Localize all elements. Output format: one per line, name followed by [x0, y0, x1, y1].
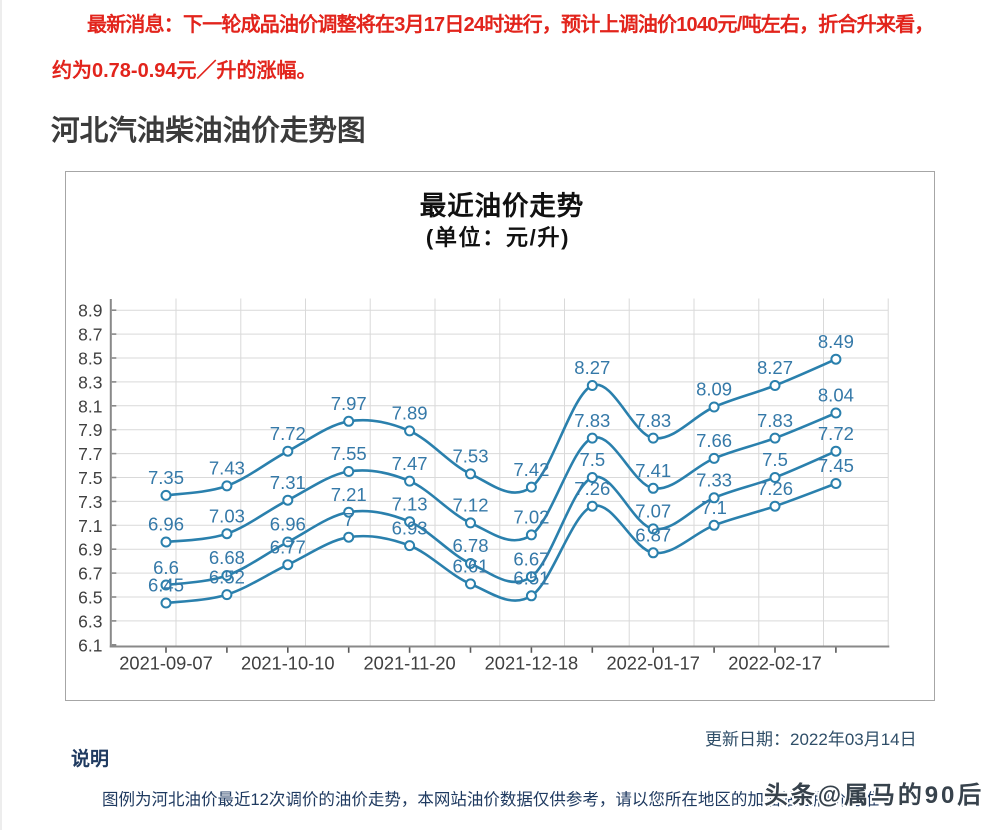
- svg-text:8.7: 8.7: [78, 325, 102, 345]
- svg-text:7.83: 7.83: [635, 410, 671, 431]
- svg-text:8.04: 8.04: [818, 385, 854, 406]
- svg-text:8.9: 8.9: [78, 301, 102, 321]
- svg-text:7.21: 7.21: [331, 484, 367, 505]
- svg-text:7.26: 7.26: [574, 478, 610, 499]
- svg-text:6.52: 6.52: [209, 566, 245, 587]
- svg-text:7.43: 7.43: [209, 458, 245, 479]
- svg-text:7.72: 7.72: [270, 423, 306, 444]
- svg-text:8.27: 8.27: [757, 357, 793, 378]
- svg-text:2021-09-07: 2021-09-07: [119, 653, 213, 674]
- svg-text:2021-10-10: 2021-10-10: [241, 653, 335, 674]
- svg-text:6.77: 6.77: [270, 536, 306, 557]
- svg-text:6.61: 6.61: [452, 556, 488, 577]
- svg-text:7.53: 7.53: [452, 446, 488, 467]
- svg-text:7.41: 7.41: [635, 460, 671, 481]
- svg-text:8.5: 8.5: [78, 349, 102, 369]
- svg-text:6.9: 6.9: [78, 540, 102, 560]
- svg-text:7.12: 7.12: [452, 495, 488, 516]
- svg-text:2021-11-20: 2021-11-20: [364, 653, 456, 674]
- svg-text:6.1: 6.1: [78, 635, 102, 655]
- svg-text:7.5: 7.5: [762, 449, 788, 470]
- svg-text:2022-02-17: 2022-02-17: [728, 653, 822, 674]
- svg-text:8.49: 8.49: [818, 331, 854, 352]
- svg-text:6.51: 6.51: [513, 568, 549, 589]
- svg-text:7.5: 7.5: [78, 468, 102, 488]
- svg-text:7.97: 7.97: [331, 393, 367, 414]
- svg-text:2022-01-17: 2022-01-17: [606, 653, 700, 674]
- svg-text:6.7: 6.7: [78, 564, 102, 584]
- svg-text:7.02: 7.02: [513, 507, 549, 528]
- svg-text:7.89: 7.89: [392, 403, 428, 424]
- svg-text:8.27: 8.27: [574, 357, 610, 378]
- svg-text:7.1: 7.1: [701, 497, 727, 518]
- svg-text:6.67: 6.67: [513, 548, 549, 569]
- svg-text:6.96: 6.96: [270, 514, 306, 535]
- svg-text:7.26: 7.26: [757, 478, 793, 499]
- svg-text:8.09: 8.09: [696, 379, 732, 400]
- svg-text:7.13: 7.13: [392, 493, 428, 514]
- svg-text:6.5: 6.5: [78, 588, 102, 608]
- svg-text:6.87: 6.87: [635, 525, 671, 546]
- svg-text:7.35: 7.35: [148, 467, 184, 488]
- svg-text:7.45: 7.45: [818, 455, 854, 476]
- svg-text:7.33: 7.33: [696, 470, 732, 491]
- svg-text:7: 7: [344, 509, 354, 530]
- svg-text:头条@属马的90后: 头条@属马的90后: [764, 781, 984, 809]
- svg-text:7.72: 7.72: [818, 423, 854, 444]
- svg-text:7.55: 7.55: [331, 443, 367, 464]
- svg-text:7.7: 7.7: [78, 444, 102, 464]
- svg-text:7.3: 7.3: [78, 492, 102, 512]
- svg-text:6.93: 6.93: [392, 517, 428, 538]
- svg-text:7.42: 7.42: [513, 459, 549, 480]
- svg-text:7.1: 7.1: [78, 516, 102, 536]
- svg-text:6.78: 6.78: [452, 535, 488, 556]
- svg-text:8.1: 8.1: [78, 396, 102, 416]
- svg-text:2021-12-18: 2021-12-18: [485, 653, 579, 674]
- svg-text:7.9: 7.9: [78, 420, 102, 440]
- svg-text:6.3: 6.3: [78, 611, 102, 631]
- svg-text:6.45: 6.45: [148, 575, 184, 596]
- svg-text:7.07: 7.07: [635, 501, 671, 522]
- svg-text:7.03: 7.03: [209, 505, 245, 526]
- svg-text:7.83: 7.83: [574, 410, 610, 431]
- svg-text:7.66: 7.66: [696, 430, 732, 451]
- svg-text:头条@属马的90后: 头条@属马的90后: [764, 781, 984, 809]
- svg-text:7.5: 7.5: [579, 449, 605, 470]
- svg-text:8.3: 8.3: [78, 372, 102, 392]
- svg-text:6.6: 6.6: [153, 557, 179, 578]
- svg-text:7.31: 7.31: [270, 472, 306, 493]
- svg-text:6.68: 6.68: [209, 547, 245, 568]
- svg-text:7.47: 7.47: [392, 453, 428, 474]
- svg-text:6.96: 6.96: [148, 514, 184, 535]
- svg-text:7.83: 7.83: [757, 410, 793, 431]
